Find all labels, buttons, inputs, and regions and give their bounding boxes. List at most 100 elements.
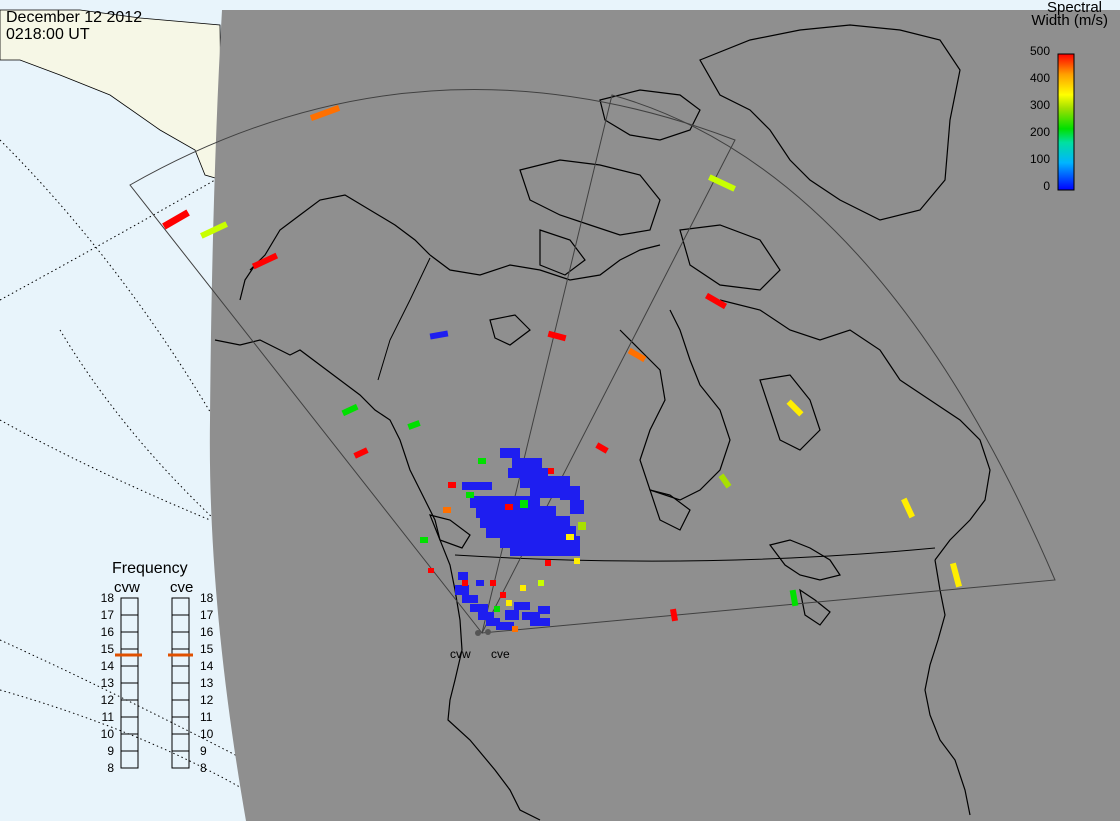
echo-cell xyxy=(476,580,484,586)
echo-cell xyxy=(486,526,576,538)
echo-cell xyxy=(512,458,542,470)
echo-cell xyxy=(309,105,341,121)
echo-cell xyxy=(490,580,496,586)
freq-tick-label-left: 17 xyxy=(100,608,114,622)
fov-cvw xyxy=(129,88,736,634)
freq-tick-label-left: 12 xyxy=(100,693,114,707)
freq-tick-label-right: 18 xyxy=(200,591,214,605)
echo-cell xyxy=(901,497,915,519)
echo-cell xyxy=(470,604,488,612)
echo-cell xyxy=(545,560,551,566)
freq-tick-label-right: 13 xyxy=(200,676,214,690)
freq-tick-label-right: 9 xyxy=(200,744,207,758)
freq-column-label-cvw: cvw xyxy=(114,579,140,596)
radar-echoes xyxy=(162,105,963,632)
echo-cell xyxy=(570,500,584,514)
echo-cell xyxy=(486,618,500,626)
freq-tick-label-left: 9 xyxy=(107,744,114,758)
colorbar-gradient xyxy=(1057,53,1075,191)
echo-cell xyxy=(496,622,514,630)
echo-cell xyxy=(448,482,456,488)
fov-cve xyxy=(481,94,1056,634)
echo-cell xyxy=(162,209,190,230)
echo-cell xyxy=(466,492,474,498)
echo-cell xyxy=(708,174,736,192)
colorbar-tick: 100 xyxy=(1029,152,1050,166)
freq-tick-label-right: 11 xyxy=(200,710,213,724)
echo-cell xyxy=(458,572,468,580)
freq-tick-label-left: 8 xyxy=(107,761,114,775)
echo-cell xyxy=(670,608,678,622)
echo-cell xyxy=(514,602,530,610)
freq-tick-label-right: 12 xyxy=(200,693,214,707)
site-marker-cve xyxy=(485,629,491,635)
echo-cell xyxy=(341,403,359,417)
echo-cell xyxy=(443,507,451,513)
echo-cell xyxy=(506,600,512,606)
colorbar-tick: 500 xyxy=(1029,44,1050,58)
echo-cell xyxy=(353,447,369,459)
land-day-area xyxy=(0,9,223,181)
echo-cell xyxy=(476,506,556,518)
echo-cell xyxy=(420,537,428,543)
echo-cell xyxy=(566,534,574,540)
colorbar-tick: 200 xyxy=(1029,125,1050,139)
echo-cell xyxy=(429,330,449,340)
echo-cell xyxy=(595,442,609,454)
freq-tick-label-left: 13 xyxy=(100,676,114,690)
echo-cell xyxy=(538,606,550,614)
echo-cell xyxy=(500,536,580,548)
freq-tick-label-left: 18 xyxy=(100,591,114,605)
echo-cell xyxy=(548,468,554,474)
colorbar-tick: 0 xyxy=(1043,179,1050,193)
echo-cell xyxy=(530,618,550,626)
freq-tick-label-left: 11 xyxy=(101,710,114,724)
echo-cell xyxy=(538,580,544,586)
echo-cell xyxy=(949,562,963,588)
echo-cell xyxy=(786,399,804,417)
freq-tick-label-right: 17 xyxy=(200,608,214,622)
echo-cell xyxy=(578,522,586,530)
echo-cell xyxy=(560,488,580,500)
echo-cell xyxy=(462,482,492,490)
echo-cell xyxy=(508,468,548,478)
echo-cell xyxy=(462,580,468,586)
echo-cell xyxy=(704,292,728,310)
freq-column-label-cve: cve xyxy=(170,579,194,596)
echo-cell xyxy=(478,612,494,620)
echo-cell xyxy=(520,476,570,488)
freq-tick-label-right: 15 xyxy=(200,642,214,656)
echo-cell xyxy=(428,568,434,573)
freq-tick-label-left: 14 xyxy=(100,659,114,673)
colorbar-tick: 400 xyxy=(1029,71,1050,85)
echo-cell xyxy=(574,558,580,564)
freq-tick-label-left: 16 xyxy=(100,625,114,639)
date-label: December 12 2012 xyxy=(6,9,143,26)
echo-cell xyxy=(251,252,279,270)
echo-cell xyxy=(789,589,799,607)
echo-cell xyxy=(512,626,518,632)
echo-cell xyxy=(718,473,732,489)
echo-cell xyxy=(455,585,469,595)
site-label-cvw: cvw xyxy=(450,647,471,661)
echo-cell xyxy=(520,585,526,591)
radar-fov xyxy=(129,88,1056,634)
site-label-cve: cve xyxy=(491,647,510,661)
echo-cell xyxy=(547,330,567,342)
echo-cell xyxy=(480,516,570,528)
echo-cell xyxy=(522,612,540,620)
freq-tick-label-right: 8 xyxy=(200,761,207,775)
day-grid-lines xyxy=(0,139,246,791)
colorbar-title-line1: Spectral xyxy=(1046,0,1102,16)
freq-tick-label-right: 16 xyxy=(200,625,214,639)
echo-cell xyxy=(505,504,513,510)
echo-cell xyxy=(510,546,580,556)
frequency-gauges xyxy=(120,597,190,769)
echo-cell xyxy=(505,610,519,620)
colorbar-tick: 300 xyxy=(1029,98,1050,112)
echo-cell xyxy=(500,592,506,598)
echo-cell xyxy=(494,606,500,612)
frequency-title: Frequency xyxy=(112,560,188,577)
freq-tick-label-right: 10 xyxy=(200,727,214,741)
